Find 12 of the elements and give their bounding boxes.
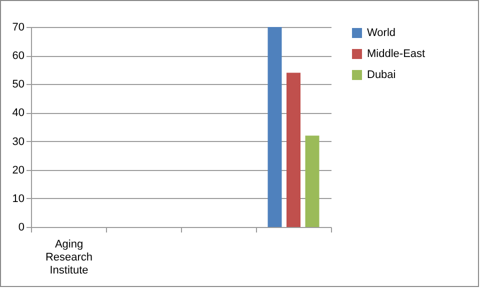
legend-label: World (367, 27, 396, 39)
y-tick-label: 10 (12, 192, 24, 205)
legend-label: Middle-East (367, 48, 426, 60)
y-tick-label: 0 (18, 222, 24, 234)
legend-label: Dubai (367, 69, 396, 81)
y-tick-label: 50 (12, 78, 24, 91)
y-tick-label: 60 (12, 50, 24, 62)
y-tick-label: 70 (12, 22, 24, 34)
y-tick-label: 30 (12, 136, 24, 148)
y-tick-label: 40 (12, 107, 24, 120)
y-tick-label: 20 (12, 164, 24, 176)
x-tick-label: Aging Research Institute (45, 238, 93, 276)
